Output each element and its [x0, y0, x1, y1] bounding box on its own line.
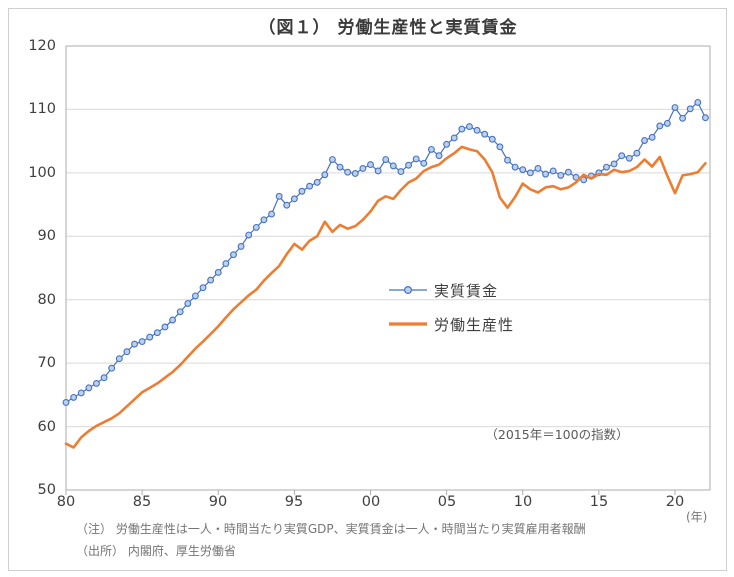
- x-axis-tick-label: 20: [665, 494, 685, 510]
- y-axis-tick-label: 80: [37, 292, 56, 308]
- footnotes: （注） 労働生産性は一人・時間当たり実質GDP、実質賃金は一人・時間当たり実質雇…: [76, 518, 586, 562]
- y-axis-tick-label: 100: [28, 165, 56, 181]
- chart-title: （図１） 労働生産性と実質賃金: [258, 18, 518, 38]
- chart-frame: [8, 8, 727, 571]
- y-axis-tick-label: 120: [28, 38, 56, 54]
- y-axis-tick-label: 90: [37, 228, 56, 244]
- x-axis-tick-label: 80: [56, 494, 76, 510]
- x-axis-tick-label: 05: [437, 494, 457, 510]
- legend-item-productivity: 労働生産性: [388, 313, 514, 335]
- x-axis-tick-label: 00: [361, 494, 381, 510]
- legend-item-real-wage: 実質賃金: [388, 279, 514, 301]
- footnote-source: （出所） 内閣府、厚生労働省: [76, 544, 236, 558]
- y-axis-tick-label: 70: [37, 355, 56, 371]
- legend-label-productivity: 労働生産性: [434, 315, 515, 334]
- footnote-definition: （注） 労働生産性は一人・時間当たり実質GDP、実質賃金は一人・時間当たり実質雇…: [76, 522, 586, 536]
- legend: 実質賃金 労働生産性: [388, 279, 514, 347]
- y-axis-tick-label: 110: [28, 101, 56, 117]
- x-axis-unit-label: (年): [686, 510, 708, 524]
- index-base-note: （2015年＝100の指数）: [485, 427, 629, 442]
- x-axis-tick-label: 95: [284, 494, 304, 510]
- x-axis-tick-label: 15: [589, 494, 609, 510]
- x-axis-tick-label: 90: [208, 494, 228, 510]
- y-axis-tick-label: 60: [37, 419, 56, 435]
- x-axis-tick-label: 10: [513, 494, 533, 510]
- productivity-legend-marker-icon: [389, 322, 427, 326]
- x-axis-tick-label: 85: [132, 494, 152, 510]
- legend-label-real-wage: 実質賃金: [434, 281, 499, 300]
- y-axis-tick-label: 50: [37, 482, 56, 498]
- real-wage-legend-marker-icon: [389, 285, 427, 295]
